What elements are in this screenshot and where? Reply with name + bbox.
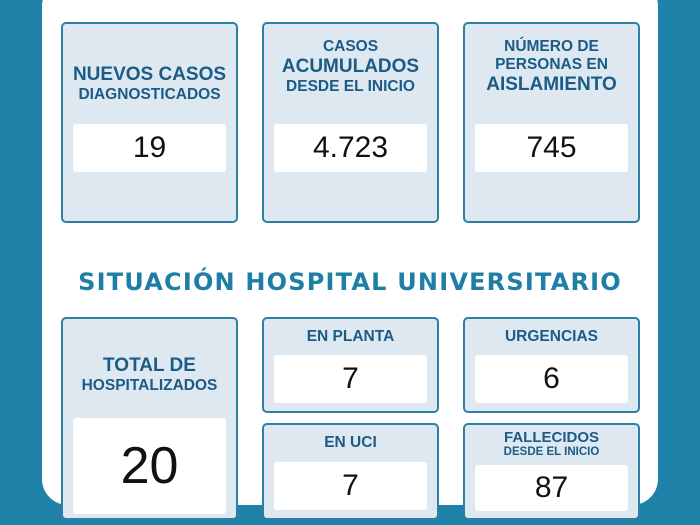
aislamiento-value: 745 [526, 131, 577, 164]
card-label: EN PLANTA [264, 328, 437, 346]
value-box: 6 [475, 355, 628, 403]
label-line: URGENCIAS [504, 328, 598, 345]
card-label: URGENCIAS [465, 328, 638, 346]
en-uci-value: 7 [342, 469, 359, 502]
label-line: FALLECIDOS [503, 429, 599, 446]
card-aislamiento: NÚMERO DE PERSONAS EN AISLAMIENTO 745 [463, 22, 640, 223]
section-title: SITUACIÓN HOSPITAL UNIVERSITARIO [78, 268, 622, 296]
card-label: TOTAL DE HOSPITALIZADOS [63, 355, 236, 395]
card-casos-acumulados: CASOS ACUMULADOS DESDE EL INICIO 4.723 [262, 22, 439, 223]
card-label: NUEVOS CASOS DIAGNOSTICADOS [63, 64, 236, 104]
label-line: EN PLANTA [306, 328, 395, 345]
card-label: CASOS ACUMULADOS DESDE EL INICIO [264, 38, 437, 95]
card-label: FALLECIDOS DESDE EL INICIO [465, 429, 638, 459]
urgencias-value: 6 [543, 362, 560, 395]
label-line: NUEVOS CASOS [72, 64, 227, 85]
value-box: 7 [274, 462, 427, 510]
value-box: 20 [73, 418, 226, 514]
label-line: NÚMERO DE [504, 38, 599, 55]
value-box: 745 [475, 124, 628, 172]
nuevos-casos-value: 19 [132, 131, 167, 164]
card-urgencias: URGENCIAS 6 [463, 317, 640, 413]
card-fallecidos: FALLECIDOS DESDE EL INICIO 87 [463, 423, 640, 520]
en-planta-value: 7 [342, 362, 359, 395]
label-line: PERSONAS EN [495, 55, 608, 73]
label-line: AISLAMIENTO [486, 73, 617, 95]
card-en-uci: EN UCI 7 [262, 423, 439, 520]
total-hospitalizados-value: 20 [120, 437, 179, 495]
label-line: DESDE EL INICIO [286, 77, 415, 95]
label-line: DESDE EL INICIO [503, 446, 600, 459]
label-line: HOSPITALIZADOS [81, 376, 218, 394]
value-box: 4.723 [274, 124, 427, 172]
label-line: EN UCI [324, 434, 377, 451]
label-line: CASOS [322, 38, 379, 55]
label-line: ACUMULADOS [281, 55, 420, 77]
card-label: EN UCI [264, 434, 437, 452]
card-label: NÚMERO DE PERSONAS EN AISLAMIENTO [465, 38, 638, 95]
value-box: 7 [274, 355, 427, 403]
value-box: 19 [73, 124, 226, 172]
label-line: TOTAL DE [103, 355, 196, 376]
value-box: 87 [475, 465, 628, 511]
casos-acumulados-value: 4.723 [312, 131, 389, 164]
card-en-planta: EN PLANTA 7 [262, 317, 439, 413]
label-line: DIAGNOSTICADOS [78, 85, 221, 103]
fallecidos-value: 87 [534, 471, 569, 504]
card-nuevos-casos: NUEVOS CASOS DIAGNOSTICADOS 19 [61, 22, 238, 223]
card-total-hospitalizados: TOTAL DE HOSPITALIZADOS 20 [61, 317, 238, 520]
